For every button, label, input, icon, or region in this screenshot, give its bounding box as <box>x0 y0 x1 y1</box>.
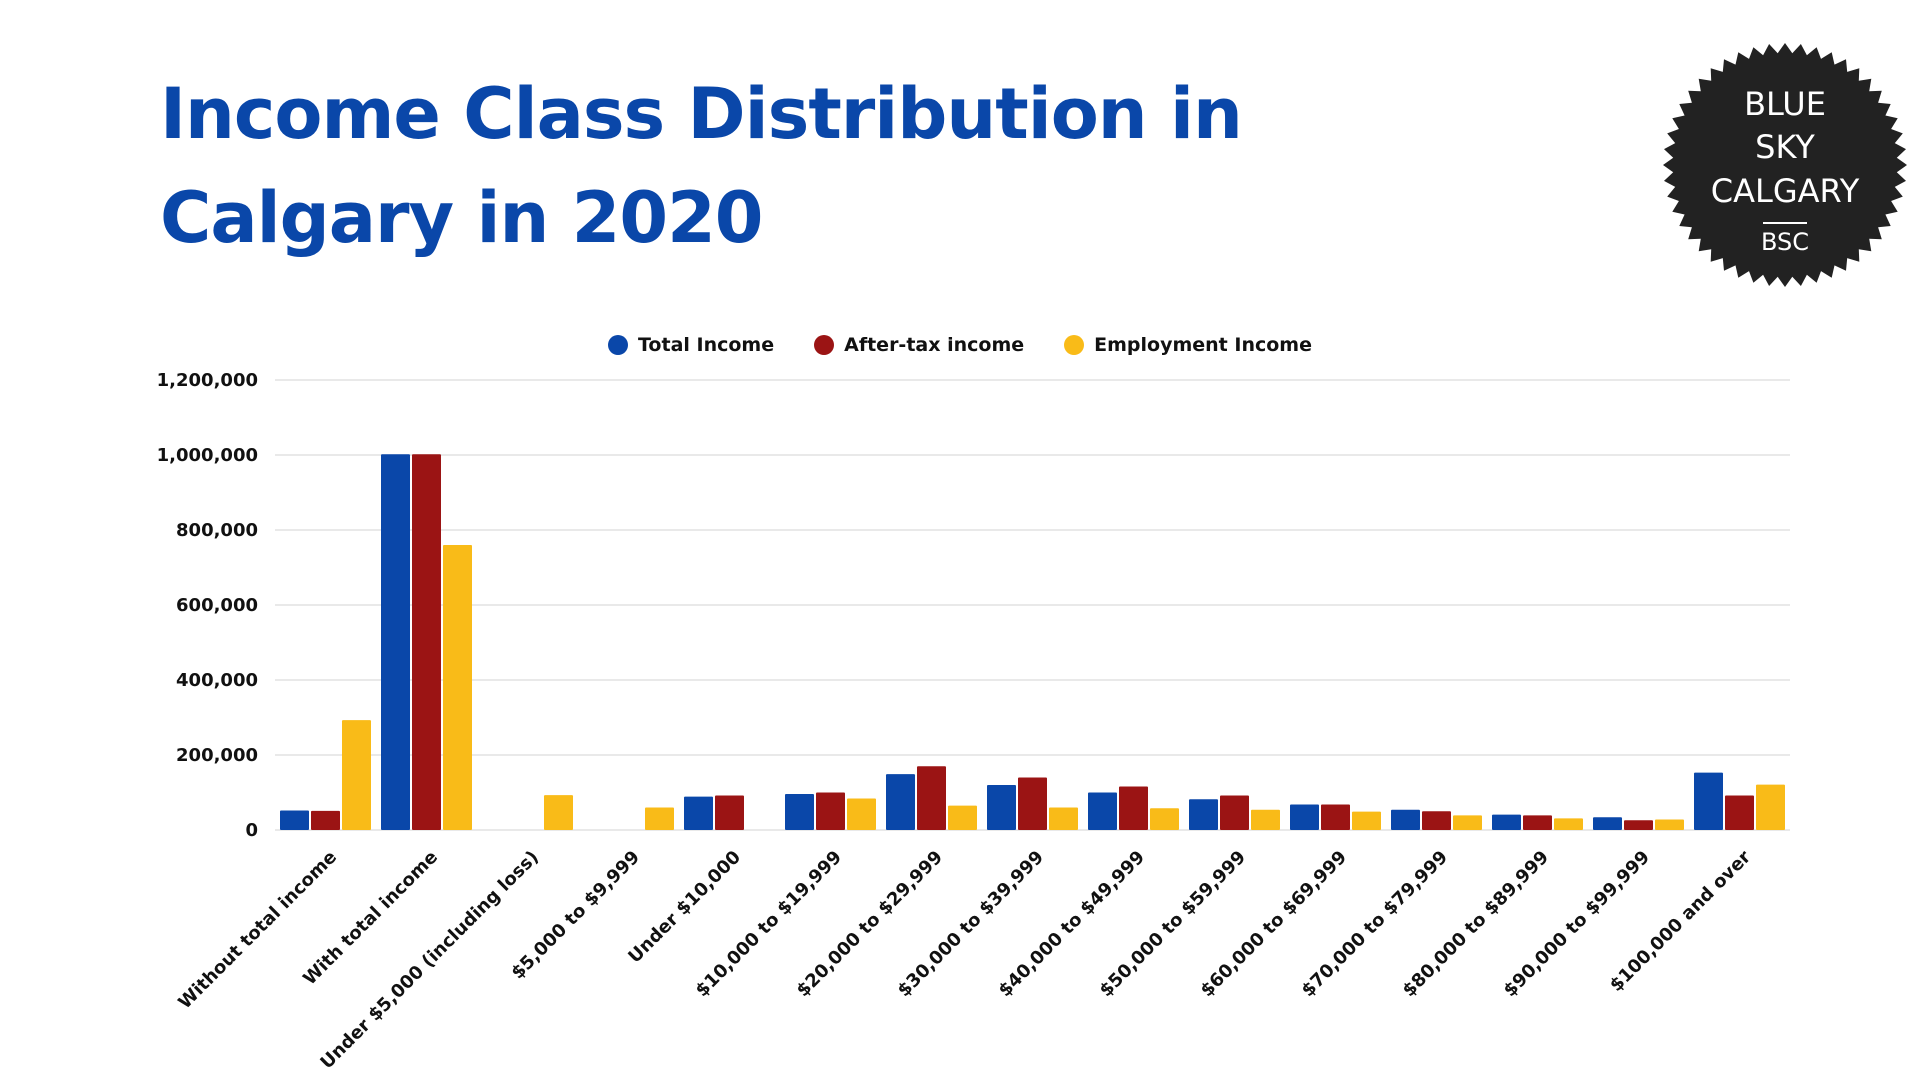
bar-employment-income-13 <box>1655 819 1684 830</box>
bar-after-tax-income-8 <box>1119 786 1148 830</box>
bar-employment-income-0 <box>342 720 371 830</box>
bar-employment-income-1 <box>443 545 472 830</box>
y-tick-label: 0 <box>245 820 258 841</box>
bar-employment-income-5 <box>847 798 876 830</box>
bar-after-tax-income-12 <box>1523 815 1552 830</box>
bar-total-income-5 <box>785 794 814 830</box>
bar-after-tax-income-7 <box>1018 777 1047 830</box>
title-line-1: Income Class Distribution in <box>160 73 1243 155</box>
y-tick-label: 800,000 <box>176 520 258 541</box>
bar-employment-income-2 <box>544 795 573 830</box>
title-line-2: Calgary in 2020 <box>160 177 764 259</box>
bar-after-tax-income-13 <box>1624 820 1653 830</box>
y-tick-label: 1,000,000 <box>157 445 258 466</box>
bar-total-income-10 <box>1290 804 1319 830</box>
bar-employment-income-9 <box>1251 809 1280 830</box>
bar-total-income-4 <box>684 796 713 830</box>
legend-item-total-income: Total Income <box>608 334 774 356</box>
bar-after-tax-income-11 <box>1422 811 1451 830</box>
bar-after-tax-income-5 <box>816 792 845 830</box>
legend-item-employment-income: Employment Income <box>1064 334 1312 356</box>
x-tick-label: Under $5,000 (including loss) <box>316 847 543 1074</box>
y-tick-label: 400,000 <box>176 670 258 691</box>
bar-after-tax-income-1 <box>412 454 441 830</box>
legend-dot-total-income <box>608 335 628 355</box>
logo-line-3: CALGARY <box>1711 172 1860 210</box>
bar-after-tax-income-0 <box>311 810 340 830</box>
legend-dot-after-tax-income <box>814 335 835 355</box>
bar-total-income-7 <box>987 785 1016 830</box>
bar-total-income-12 <box>1492 814 1521 830</box>
blue-sky-calgary-logo: BLUE SKY CALGARY BSC <box>1660 40 1910 290</box>
logo-line-1: BLUE <box>1744 85 1826 123</box>
bar-total-income-13 <box>1593 817 1622 830</box>
bar-employment-income-7 <box>1049 807 1078 830</box>
legend-label: Employment Income <box>1094 334 1312 356</box>
bar-total-income-8 <box>1088 792 1117 830</box>
bar-after-tax-income-6 <box>917 766 946 830</box>
bar-employment-income-14 <box>1756 784 1785 830</box>
y-tick-label: 600,000 <box>176 595 258 616</box>
bar-total-income-0 <box>280 810 309 830</box>
bar-after-tax-income-9 <box>1220 795 1249 830</box>
page-title: Income Class Distribution in Calgary in … <box>160 62 1260 270</box>
bar-employment-income-8 <box>1150 808 1179 830</box>
bar-employment-income-11 <box>1453 815 1482 830</box>
bar-employment-income-3 <box>645 807 674 830</box>
bar-after-tax-income-14 <box>1725 795 1754 830</box>
bar-after-tax-income-4 <box>715 795 744 830</box>
y-tick-label: 1,200,000 <box>157 370 258 391</box>
bar-after-tax-income-10 <box>1321 804 1350 830</box>
bar-total-income-6 <box>886 774 915 830</box>
logo-abbr: BSC <box>1761 228 1809 256</box>
bar-total-income-9 <box>1189 799 1218 830</box>
logo-badge <box>1663 43 1907 287</box>
legend-item-after-tax-income: After-tax income <box>814 334 1024 356</box>
y-tick-label: 200,000 <box>176 745 258 766</box>
chart-legend: Total Income After-tax income Employment… <box>0 334 1920 356</box>
legend-dot-employment-income <box>1064 335 1085 355</box>
legend-label: Total Income <box>638 334 775 356</box>
bar-total-income-1 <box>381 454 410 830</box>
bar-total-income-14 <box>1694 772 1723 830</box>
bar-employment-income-6 <box>948 805 977 830</box>
x-tick-label: Without total income <box>174 847 341 1014</box>
bar-employment-income-10 <box>1352 811 1381 830</box>
logo-line-2: SKY <box>1755 128 1815 166</box>
legend-label: After-tax income <box>844 334 1025 356</box>
bar-total-income-11 <box>1391 809 1420 830</box>
x-tick-label: Under $10,000 <box>624 847 745 968</box>
bar-employment-income-12 <box>1554 818 1583 830</box>
